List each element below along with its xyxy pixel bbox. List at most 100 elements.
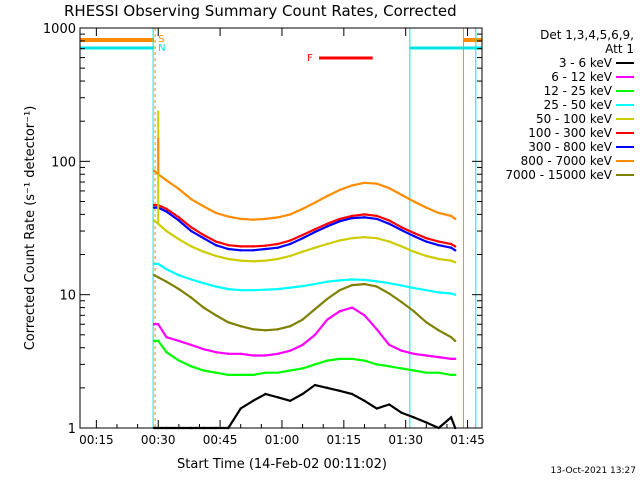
plot-frame <box>79 27 483 429</box>
series-8-point <box>313 307 317 311</box>
series-3-point <box>214 285 218 288</box>
series-5-point <box>190 226 193 229</box>
series-4-point <box>190 245 193 248</box>
series-2-point <box>276 371 280 374</box>
legend-entry: 25 - 50 keV <box>474 98 634 112</box>
series-6-point <box>375 217 379 221</box>
series-1-point <box>326 318 329 321</box>
series-1-point <box>264 354 267 357</box>
series-1-point <box>239 352 242 356</box>
series-1-point <box>165 335 168 339</box>
series-8-point <box>276 328 280 331</box>
series-5-point <box>363 213 366 216</box>
series-3-point <box>152 262 156 266</box>
series-0-point <box>251 399 255 402</box>
series-7-point <box>165 179 168 182</box>
series-1-point <box>449 357 453 361</box>
series-8-point <box>387 292 391 295</box>
series-7-point <box>437 211 440 215</box>
series-1-point <box>453 357 457 361</box>
series-7-point <box>400 193 403 197</box>
x-tick-label: 01:15 <box>327 433 362 447</box>
series-2-point <box>190 365 193 368</box>
series-7-point <box>177 187 181 191</box>
series-2-point <box>412 369 416 372</box>
series-4-point <box>289 254 292 258</box>
legend-swatch <box>616 174 634 176</box>
series-6-point <box>152 206 156 209</box>
series-4-point <box>326 242 329 246</box>
series-1-point <box>177 339 181 343</box>
series-8-point <box>227 321 230 324</box>
legend-entry-label: 6 - 12 keV <box>551 70 612 84</box>
series-1-point <box>313 333 317 337</box>
legend-rows: 3 - 6 keV 6 - 12 keV 12 - 25 keV 25 - 50 ke… <box>474 56 634 182</box>
series-2-point <box>264 371 267 374</box>
series-7-point <box>227 215 230 218</box>
series-0-point <box>239 407 242 410</box>
series-7-point <box>425 206 428 209</box>
series-7-point <box>375 182 379 185</box>
series-6-point <box>214 243 218 247</box>
series-0-point <box>301 392 304 396</box>
series-7-point <box>190 197 193 201</box>
series-6-point <box>400 228 403 232</box>
x-tick-label: 00:30 <box>141 433 176 447</box>
y-tick-label: 100 <box>51 155 76 170</box>
series-0-point <box>387 403 391 406</box>
series-5-point <box>301 233 304 237</box>
series-2-point <box>251 373 255 377</box>
series-8-point <box>214 314 218 317</box>
legend-entry-label: 12 - 25 keV <box>543 84 612 98</box>
series-6-point <box>276 246 280 249</box>
series-8-point <box>375 285 379 288</box>
series-8-point <box>289 325 292 328</box>
series-layer <box>152 110 457 430</box>
series-2-point <box>313 363 317 366</box>
series-7-point <box>313 201 317 204</box>
series-2-point <box>326 359 329 362</box>
series-2-point <box>338 357 341 361</box>
legend-entry: 12 - 25 keV <box>474 84 634 98</box>
series-7-point <box>202 205 205 208</box>
series-3-point <box>301 284 304 288</box>
series-5-point <box>449 242 453 246</box>
series-2-point <box>239 373 242 377</box>
series-7-point <box>276 216 280 219</box>
series-6-point <box>449 246 453 249</box>
x-tick-label: 01:45 <box>450 433 485 447</box>
series-1-point <box>190 343 193 347</box>
series-7-point <box>239 217 242 221</box>
series-2-point <box>387 365 391 368</box>
series-3-point <box>289 286 292 289</box>
series-5-point <box>289 239 292 242</box>
legend-entry-label: 7000 - 15000 keV <box>505 168 612 182</box>
series-5-point <box>202 233 205 237</box>
series-3-point <box>326 280 329 283</box>
series-7-point <box>264 217 267 221</box>
legend-swatch <box>616 146 634 148</box>
series-1-point <box>425 354 428 357</box>
series-7-point <box>412 200 416 203</box>
legend-swatch <box>616 118 634 120</box>
series-7-point <box>251 218 255 221</box>
series-1-point <box>152 323 156 326</box>
series-7-point <box>387 186 391 190</box>
series-1-point <box>363 314 366 317</box>
series-3-point <box>202 281 205 285</box>
y-tick-label: 1000 <box>43 22 76 37</box>
series-3-point <box>313 282 317 286</box>
series-0-point <box>449 416 453 419</box>
series-5-point <box>453 245 457 248</box>
series-8-point <box>251 328 255 331</box>
series-8-point <box>239 325 242 328</box>
series-8-point <box>264 329 267 332</box>
series-3-point <box>449 292 453 295</box>
series-3-point <box>157 262 160 266</box>
series-3-point <box>276 287 280 291</box>
series-2-point <box>400 367 403 370</box>
series-8-point <box>326 297 329 301</box>
series-8-point <box>165 280 168 283</box>
series-0-point <box>326 386 329 390</box>
series-2-point <box>301 367 304 370</box>
